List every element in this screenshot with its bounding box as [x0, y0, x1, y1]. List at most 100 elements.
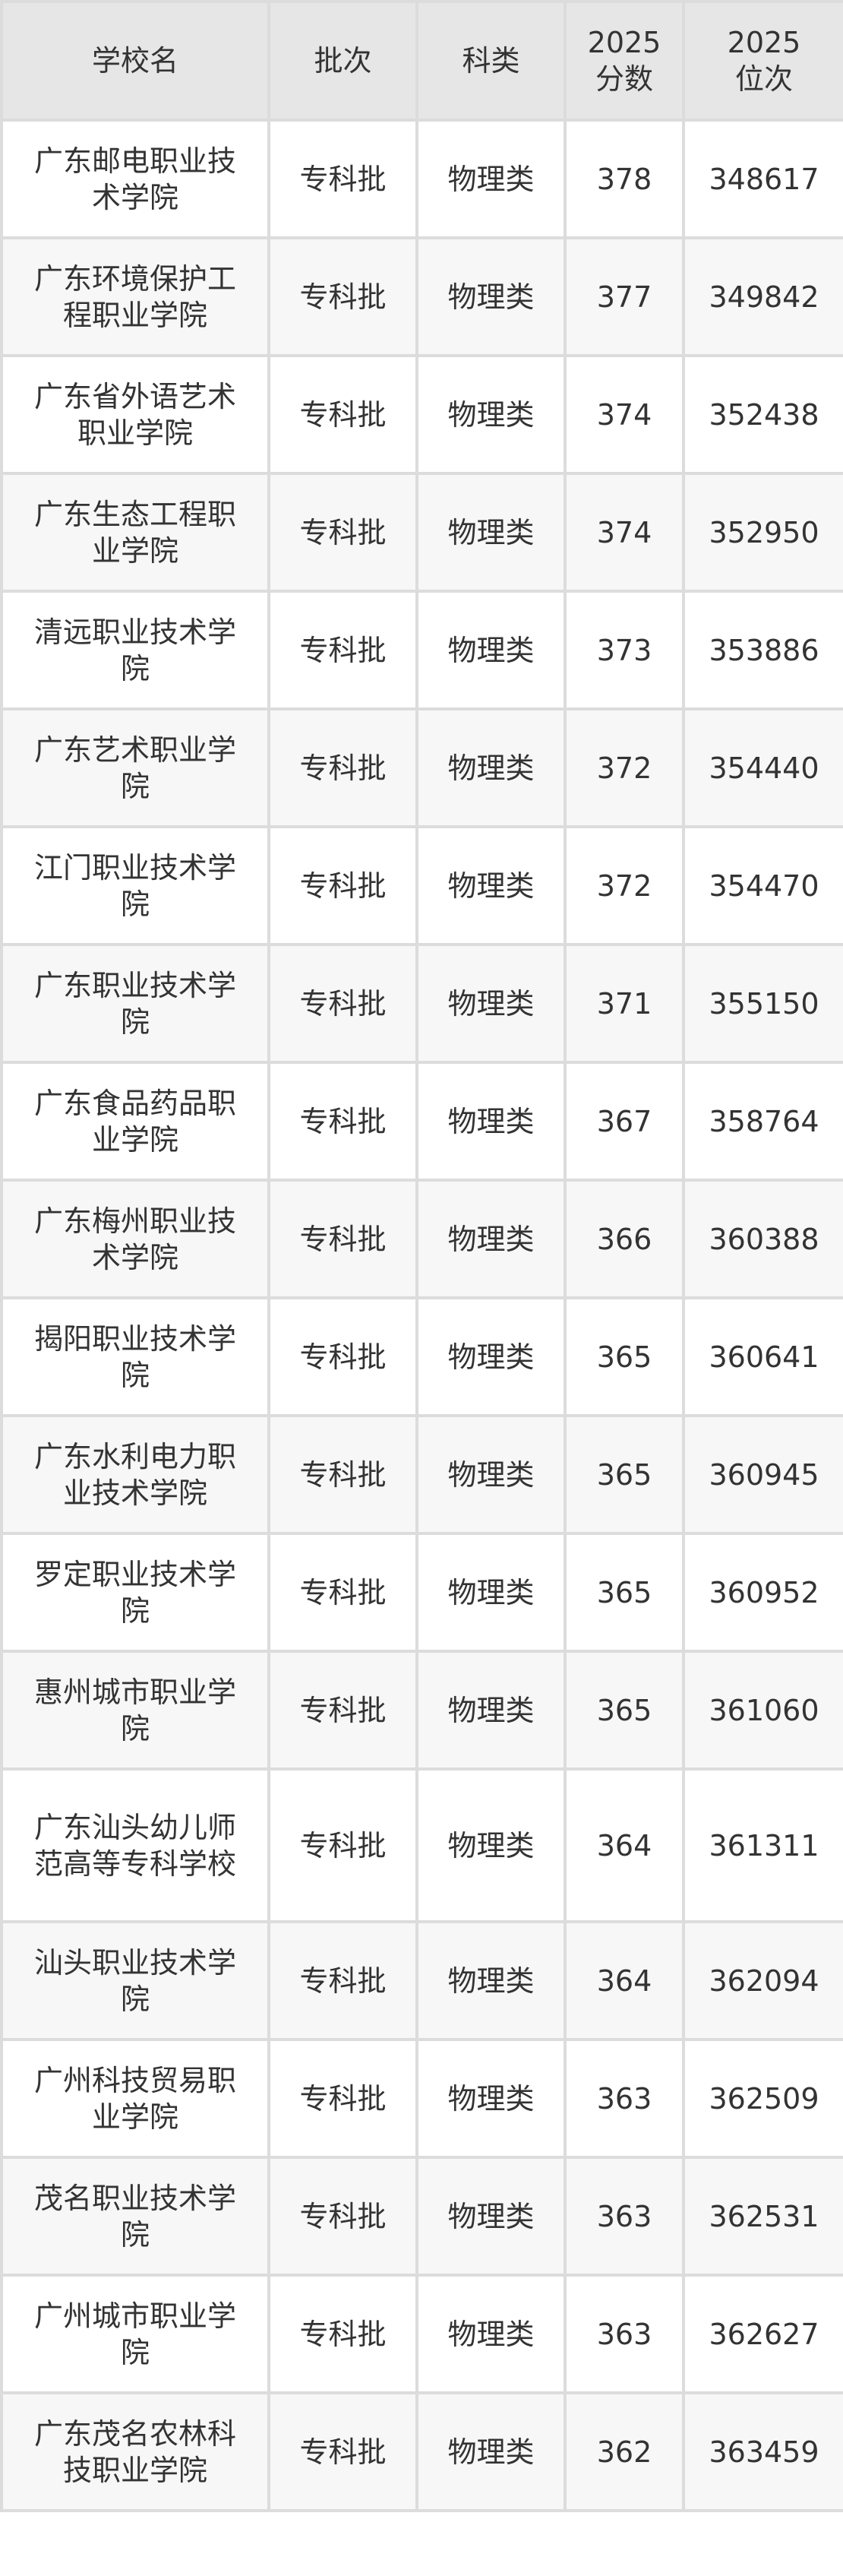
cell-school-name: 广东艺术职业学院 — [0, 707, 270, 828]
table-row: 惠州城市职业学院 专科批 物理类 365 361060 — [0, 1650, 843, 1771]
cell-category: 物理类 — [415, 236, 567, 357]
cell-rank: 362531 — [682, 2156, 843, 2277]
cell-score: 374 — [564, 472, 685, 593]
cell-rank: 360945 — [682, 1414, 843, 1535]
cell-category: 物理类 — [415, 590, 567, 710]
cell-score: 364 — [564, 1767, 685, 1923]
header-school-name: 学校名 — [0, 0, 270, 122]
cell-school-name: 茂名职业技术学院 — [0, 2156, 270, 2277]
cell-batch: 专科批 — [267, 2038, 418, 2159]
cell-score: 366 — [564, 1179, 685, 1299]
cell-rank: 361060 — [682, 1650, 843, 1771]
cell-rank: 352438 — [682, 354, 843, 475]
cell-school-name: 广州科技贸易职业学院 — [0, 2038, 270, 2159]
table-row: 罗定职业技术学院 专科批 物理类 365 360952 — [0, 1532, 843, 1653]
cell-rank: 348617 — [682, 119, 843, 239]
cell-school-name: 广东汕头幼儿师范高等专科学校 — [0, 1767, 270, 1923]
cell-category: 物理类 — [415, 1414, 567, 1535]
cell-batch: 专科批 — [267, 590, 418, 710]
cell-batch: 专科批 — [267, 1179, 418, 1299]
cell-category: 物理类 — [415, 1061, 567, 1182]
header-category: 科类 — [415, 0, 567, 122]
cell-rank: 355150 — [682, 943, 843, 1064]
table-row: 广东职业技术学院 专科批 物理类 371 355150 — [0, 943, 843, 1064]
table-row: 广东梅州职业技术学院 专科批 物理类 366 360388 — [0, 1179, 843, 1299]
cell-school-name: 广东水利电力职业技术学院 — [0, 1414, 270, 1535]
cell-batch: 专科批 — [267, 119, 418, 239]
cell-school-name: 江门职业技术学院 — [0, 825, 270, 946]
cell-batch: 专科批 — [267, 354, 418, 475]
cell-category: 物理类 — [415, 354, 567, 475]
table-row: 广东生态工程职业学院 专科批 物理类 374 352950 — [0, 472, 843, 593]
cell-school-name: 揭阳职业技术学院 — [0, 1296, 270, 1417]
cell-batch: 专科批 — [267, 1061, 418, 1182]
table-row: 广东省外语艺术职业学院 专科批 物理类 374 352438 — [0, 354, 843, 475]
cell-school-name: 广东省外语艺术职业学院 — [0, 354, 270, 475]
cell-school-name: 罗定职业技术学院 — [0, 1532, 270, 1653]
cell-rank: 354440 — [682, 707, 843, 828]
cell-rank: 362509 — [682, 2038, 843, 2159]
table-row: 江门职业技术学院 专科批 物理类 372 354470 — [0, 825, 843, 946]
cell-rank: 360388 — [682, 1179, 843, 1299]
cell-batch: 专科批 — [267, 1532, 418, 1653]
cell-batch: 专科批 — [267, 1920, 418, 2041]
cell-batch: 专科批 — [267, 1767, 418, 1923]
table-row: 广州城市职业学院 专科批 物理类 363 362627 — [0, 2274, 843, 2394]
cell-score: 365 — [564, 1414, 685, 1535]
cell-score: 374 — [564, 354, 685, 475]
cell-batch: 专科批 — [267, 1296, 418, 1417]
cell-rank: 362094 — [682, 1920, 843, 2041]
cell-category: 物理类 — [415, 1920, 567, 2041]
cell-batch: 专科批 — [267, 943, 418, 1064]
cell-score: 362 — [564, 2391, 685, 2512]
header-rank-label: 位次 — [734, 62, 793, 96]
cell-score: 363 — [564, 2038, 685, 2159]
table-row: 广东汕头幼儿师范高等专科学校 专科批 物理类 364 361311 — [0, 1767, 843, 1923]
cell-school-name: 广州城市职业学院 — [0, 2274, 270, 2394]
cell-rank: 358764 — [682, 1061, 843, 1182]
table-row: 汕头职业技术学院 专科批 物理类 364 362094 — [0, 1920, 843, 2041]
table-row: 广东艺术职业学院 专科批 物理类 372 354440 — [0, 707, 843, 828]
cell-school-name: 广东环境保护工程职业学院 — [0, 236, 270, 357]
cell-category: 物理类 — [415, 1179, 567, 1299]
cell-score: 365 — [564, 1296, 685, 1417]
admission-table: 学校名 批次 科类 2025 分数 2025 位次 广东邮电职业技术学院 专科批 物理类… — [0, 0, 843, 2512]
cell-batch: 专科批 — [267, 472, 418, 593]
table-row: 茂名职业技术学院 专科批 物理类 363 362531 — [0, 2156, 843, 2277]
header-rank-year: 2025 — [727, 26, 801, 59]
cell-score: 364 — [564, 1920, 685, 2041]
cell-category: 物理类 — [415, 1532, 567, 1653]
cell-school-name: 广东职业技术学院 — [0, 943, 270, 1064]
header-rank: 2025 位次 — [682, 0, 843, 122]
table-row: 广东水利电力职业技术学院 专科批 物理类 365 360945 — [0, 1414, 843, 1535]
cell-batch: 专科批 — [267, 2156, 418, 2277]
cell-rank: 360952 — [682, 1532, 843, 1653]
cell-rank: 353886 — [682, 590, 843, 710]
cell-batch: 专科批 — [267, 236, 418, 357]
cell-school-name: 广东梅州职业技术学院 — [0, 1179, 270, 1299]
cell-score: 365 — [564, 1532, 685, 1653]
header-score-label: 分数 — [595, 62, 653, 96]
cell-rank: 360641 — [682, 1296, 843, 1417]
cell-school-name: 惠州城市职业学院 — [0, 1650, 270, 1771]
cell-category: 物理类 — [415, 2156, 567, 2277]
table-header-row: 学校名 批次 科类 2025 分数 2025 位次 — [0, 0, 843, 122]
cell-score: 372 — [564, 707, 685, 828]
cell-score: 377 — [564, 236, 685, 357]
cell-category: 物理类 — [415, 2038, 567, 2159]
cell-score: 372 — [564, 825, 685, 946]
cell-batch: 专科批 — [267, 1650, 418, 1771]
cell-rank: 363459 — [682, 2391, 843, 2512]
table-row: 清远职业技术学院 专科批 物理类 373 353886 — [0, 590, 843, 710]
cell-score: 371 — [564, 943, 685, 1064]
cell-category: 物理类 — [415, 707, 567, 828]
table-row: 揭阳职业技术学院 专科批 物理类 365 360641 — [0, 1296, 843, 1417]
cell-category: 物理类 — [415, 472, 567, 593]
table-row: 广东环境保护工程职业学院 专科批 物理类 377 349842 — [0, 236, 843, 357]
header-score: 2025 分数 — [564, 0, 685, 122]
cell-school-name: 广东邮电职业技术学院 — [0, 119, 270, 239]
cell-score: 373 — [564, 590, 685, 710]
cell-batch: 专科批 — [267, 1414, 418, 1535]
cell-school-name: 广东生态工程职业学院 — [0, 472, 270, 593]
cell-score: 367 — [564, 1061, 685, 1182]
